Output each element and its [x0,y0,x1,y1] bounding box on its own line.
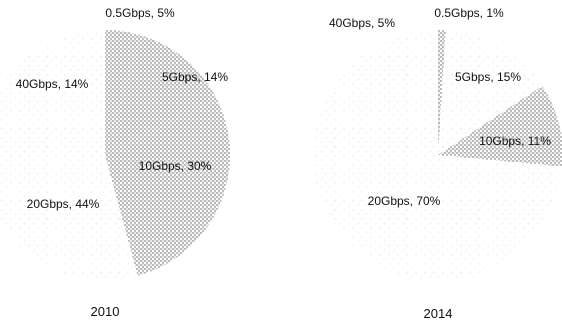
slice-label: 20Gbps, 44% [27,197,100,211]
pie-slice-5gbps [105,35,218,155]
pie-chart-2014: 0.5Gbps, 1% 5Gbps, 15% 10Gbps, 11% 20Gbps, … [313,6,562,321]
pie-slice-40gbps [13,29,105,155]
pie-chart-2010: 0.5Gbps, 5% 5Gbps, 14% 10Gbps, 30% 20Gbps, … [0,6,231,319]
slice-label: 40Gbps, 5% [329,16,395,30]
slice-label: 10Gbps, 11% [479,134,551,148]
slice-label: 0.5Gbps, 5% [105,6,175,20]
slice-label: 0.5Gbps, 1% [434,6,504,20]
pie-slice-0-5gbps [105,30,142,155]
pie-slice-5gbps [438,30,543,156]
pie-slice-20gbps [313,35,562,280]
chart-title: 2010 [91,304,120,319]
chart-title: 2014 [424,306,453,321]
pie-slice-10gbps [105,100,231,276]
pie-slice-0-5gbps [438,30,446,155]
slice-label: 20Gbps, 70% [368,194,441,208]
slice-label: 10Gbps, 30% [139,159,212,173]
pie-slice-10gbps [438,85,562,167]
pie-slice-20gbps [0,69,138,280]
slice-label: 40Gbps, 14% [16,77,89,91]
pie-slice-40gbps [400,30,438,155]
slice-label: 5Gbps, 15% [455,70,521,84]
slice-label: 5Gbps, 14% [162,70,228,84]
